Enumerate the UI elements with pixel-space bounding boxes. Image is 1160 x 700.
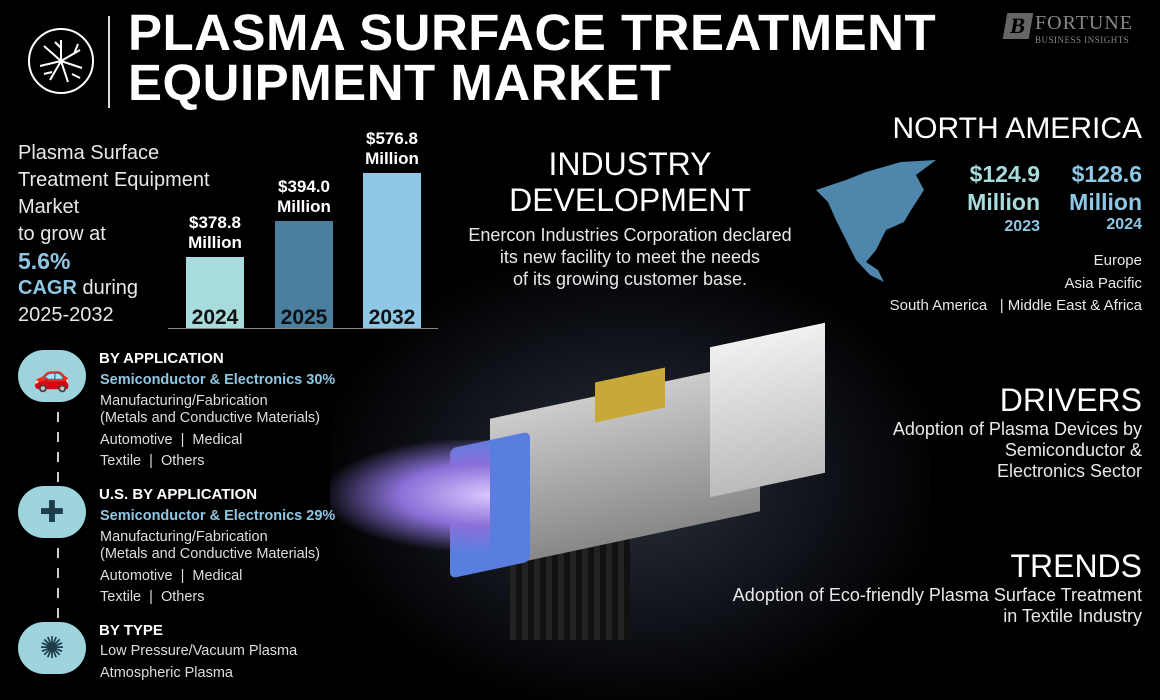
bar-2025: 2025 [275,220,333,329]
industry-line: its new facility to meet the needs [499,247,761,267]
region-row: South America | Middle East & Africa [890,297,1142,314]
segment-heading: BY TYPE [99,622,163,639]
segment-connector [57,548,59,622]
segment-line: Textile | Others [100,453,205,469]
industry-line: Enercon Industries Corporation declared [468,225,792,245]
segment-connector [57,412,59,486]
value-amount: $394.0 [278,176,330,196]
segment-line: Semiconductor & Electronics 30% [100,372,336,388]
market-intro: Plasma Surface Treatment Equipment Marke… [18,140,210,329]
segment-line: Semiconductor & Electronics 29% [100,508,336,524]
intro-line: Market [18,196,80,218]
bar-value-label: $378.8 Million [170,213,260,253]
plasma-jet [330,440,490,550]
segment-line: (Metals and Conductive Materials) [100,410,321,426]
chart-baseline [168,328,438,329]
plasma-icon: ✺ [18,622,86,674]
bar-value-label: $394.0 Million [259,177,349,217]
bar-2024: 2024 [186,257,244,329]
bar-year-label: 2024 [191,306,239,329]
value-unit: Million [188,233,242,253]
segment-heading: U.S. BY APPLICATION [99,486,258,503]
segment-line: Automotive | Medical [100,568,243,584]
value-amount: $378.8 [189,213,241,233]
region-value-2023: $124.9 Million 2023 [960,160,1040,238]
intro-during: during [76,277,139,299]
forecast-period: 2025-2032 [18,304,114,326]
segment-line: Manufacturing/Fabrication [100,393,268,409]
value-year: 2023 [1004,218,1040,235]
drivers-line: Electronics Sector [996,461,1142,481]
industry-title-line: INDUSTRY [548,146,712,182]
bar-year-label: 2032 [368,306,416,329]
segment-line: Low Pressure/Vacuum Plasma [100,643,298,659]
north-america-map-icon [816,160,936,282]
cagr-label: CAGR [18,277,77,299]
value-amount: $576.8 [366,129,418,149]
bar-year-label: 2025 [280,306,328,329]
bar-value-label: $576.8 Million [347,129,437,169]
value-amount: $124.9 [969,161,1040,187]
segment-line: (Metals and Conductive Materials) [100,546,321,562]
trends-section: TRENDS Adoption of Eco-friendly Plasma S… [733,548,1142,627]
value-year: 2024 [1106,216,1142,233]
separator: | [999,297,1004,314]
region-title: NORTH AMERICA [892,112,1142,145]
brand-sub: BUSINESS INSIGHTS [1035,35,1130,45]
title-divider [108,16,110,108]
region-value-2024: $128.6 Million 2024 [1060,160,1142,234]
drivers-line: Semiconductor & [1004,440,1142,460]
brand-name: FORTUNE [1035,12,1134,34]
medical-cross-icon: ✚ [18,486,86,538]
intro-line: Treatment Equipment [18,169,210,191]
drivers-line: Adoption of Plasma Devices by [892,419,1142,439]
cagr-value: 5.6% [18,248,71,274]
drivers-section: DRIVERS Adoption of Plasma Devices by Se… [893,382,1142,482]
trends-title: TRENDS [1010,548,1142,584]
industry-development-title: INDUSTRY DEVELOPMENT [480,146,780,218]
trends-line: in Textile Industry [1003,606,1142,626]
page-title: PLASMA SURFACE TREATMENT EQUIPMENT MARKE… [128,4,937,111]
value-unit: Million [277,196,331,216]
segment-line: Textile | Others [100,589,205,605]
segment-heading: BY APPLICATION [99,350,224,367]
region-europe: Europe [1093,252,1142,269]
title-line-2: EQUIPMENT MARKET [128,54,672,111]
value-unit: Million [1069,189,1142,215]
segment-line: Atmospheric Plasma [100,665,233,681]
segment-line: Manufacturing/Fabrication [100,529,268,545]
brand-logo: B FORTUNE BUSINESS INSIGHTS [1002,12,1134,45]
trends-line: Adoption of Eco-friendly Plasma Surface … [732,585,1142,605]
drivers-title: DRIVERS [999,382,1142,418]
car-icon: 🚗 [18,350,86,402]
region-mea: Middle East & Africa [1007,297,1142,314]
region-asia-pacific: Asia Pacific [1064,275,1142,292]
industry-title-line: DEVELOPMENT [509,182,751,218]
value-unit: Million [967,189,1040,215]
industry-line: of its growing customer base. [512,269,748,289]
plasma-device-image [330,320,850,640]
region-south-america: South America [889,297,988,314]
device-cap [710,322,825,498]
intro-line: to grow at [18,223,106,245]
industry-development-text: Enercon Industries Corporation declared … [440,224,820,290]
bar-2032: 2032 [363,173,421,329]
intro-line: Plasma Surface [18,142,160,164]
plasma-logo-icon [28,28,94,94]
value-amount: $128.6 [1071,161,1142,187]
title-line-1: PLASMA SURFACE TREATMENT [128,4,937,61]
segment-line: Automotive | Medical [100,432,243,448]
value-unit: Million [365,149,419,169]
